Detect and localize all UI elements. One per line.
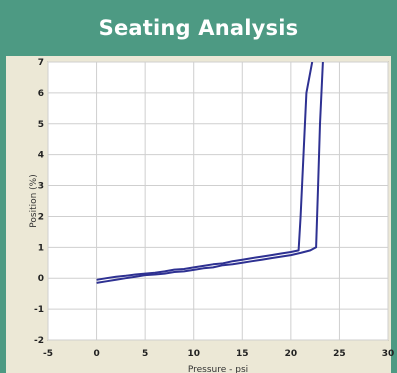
- plot-area: [47, 61, 389, 341]
- x-tick-label: 5: [142, 349, 148, 359]
- y-tick-label: 2: [38, 212, 44, 222]
- y-tick-label: 4: [38, 151, 44, 161]
- x-tick-label: 10: [187, 349, 200, 359]
- x-axis-label: Pressure - psi: [188, 365, 248, 373]
- y-tick-label: 7: [38, 58, 44, 68]
- y-axis-label: Position (%): [29, 174, 39, 227]
- series-line-2: [96, 62, 314, 281]
- x-tick-label: 20: [285, 349, 298, 359]
- header-bar: Seating Analysis: [0, 0, 397, 56]
- x-tick-label: 0: [93, 349, 99, 359]
- series-line-1: [96, 62, 324, 284]
- x-tick-label: -5: [43, 349, 53, 359]
- right-border: [391, 56, 397, 373]
- y-tick-label: -1: [34, 305, 44, 315]
- y-tick-label: 5: [38, 120, 44, 130]
- x-tick-label: 25: [333, 349, 346, 359]
- grid-lines: [47, 61, 389, 341]
- y-tick-label: 1: [38, 243, 44, 253]
- y-tick-label: 6: [38, 89, 44, 99]
- y-tick-label: -2: [34, 336, 44, 346]
- x-tick-labels: -5 0 5 10 15 20 25 30: [43, 349, 394, 359]
- series-layer: [96, 62, 324, 284]
- y-tick-labels: 7 6 5 4 3 2 1 0 -1 -2: [34, 58, 44, 346]
- left-border: [0, 56, 6, 373]
- y-tick-label: 3: [38, 182, 44, 192]
- x-tick-label: 15: [236, 349, 249, 359]
- x-tick-label: 30: [382, 349, 395, 359]
- y-tick-label: 0: [38, 274, 44, 284]
- header-title: Seating Analysis: [98, 16, 299, 40]
